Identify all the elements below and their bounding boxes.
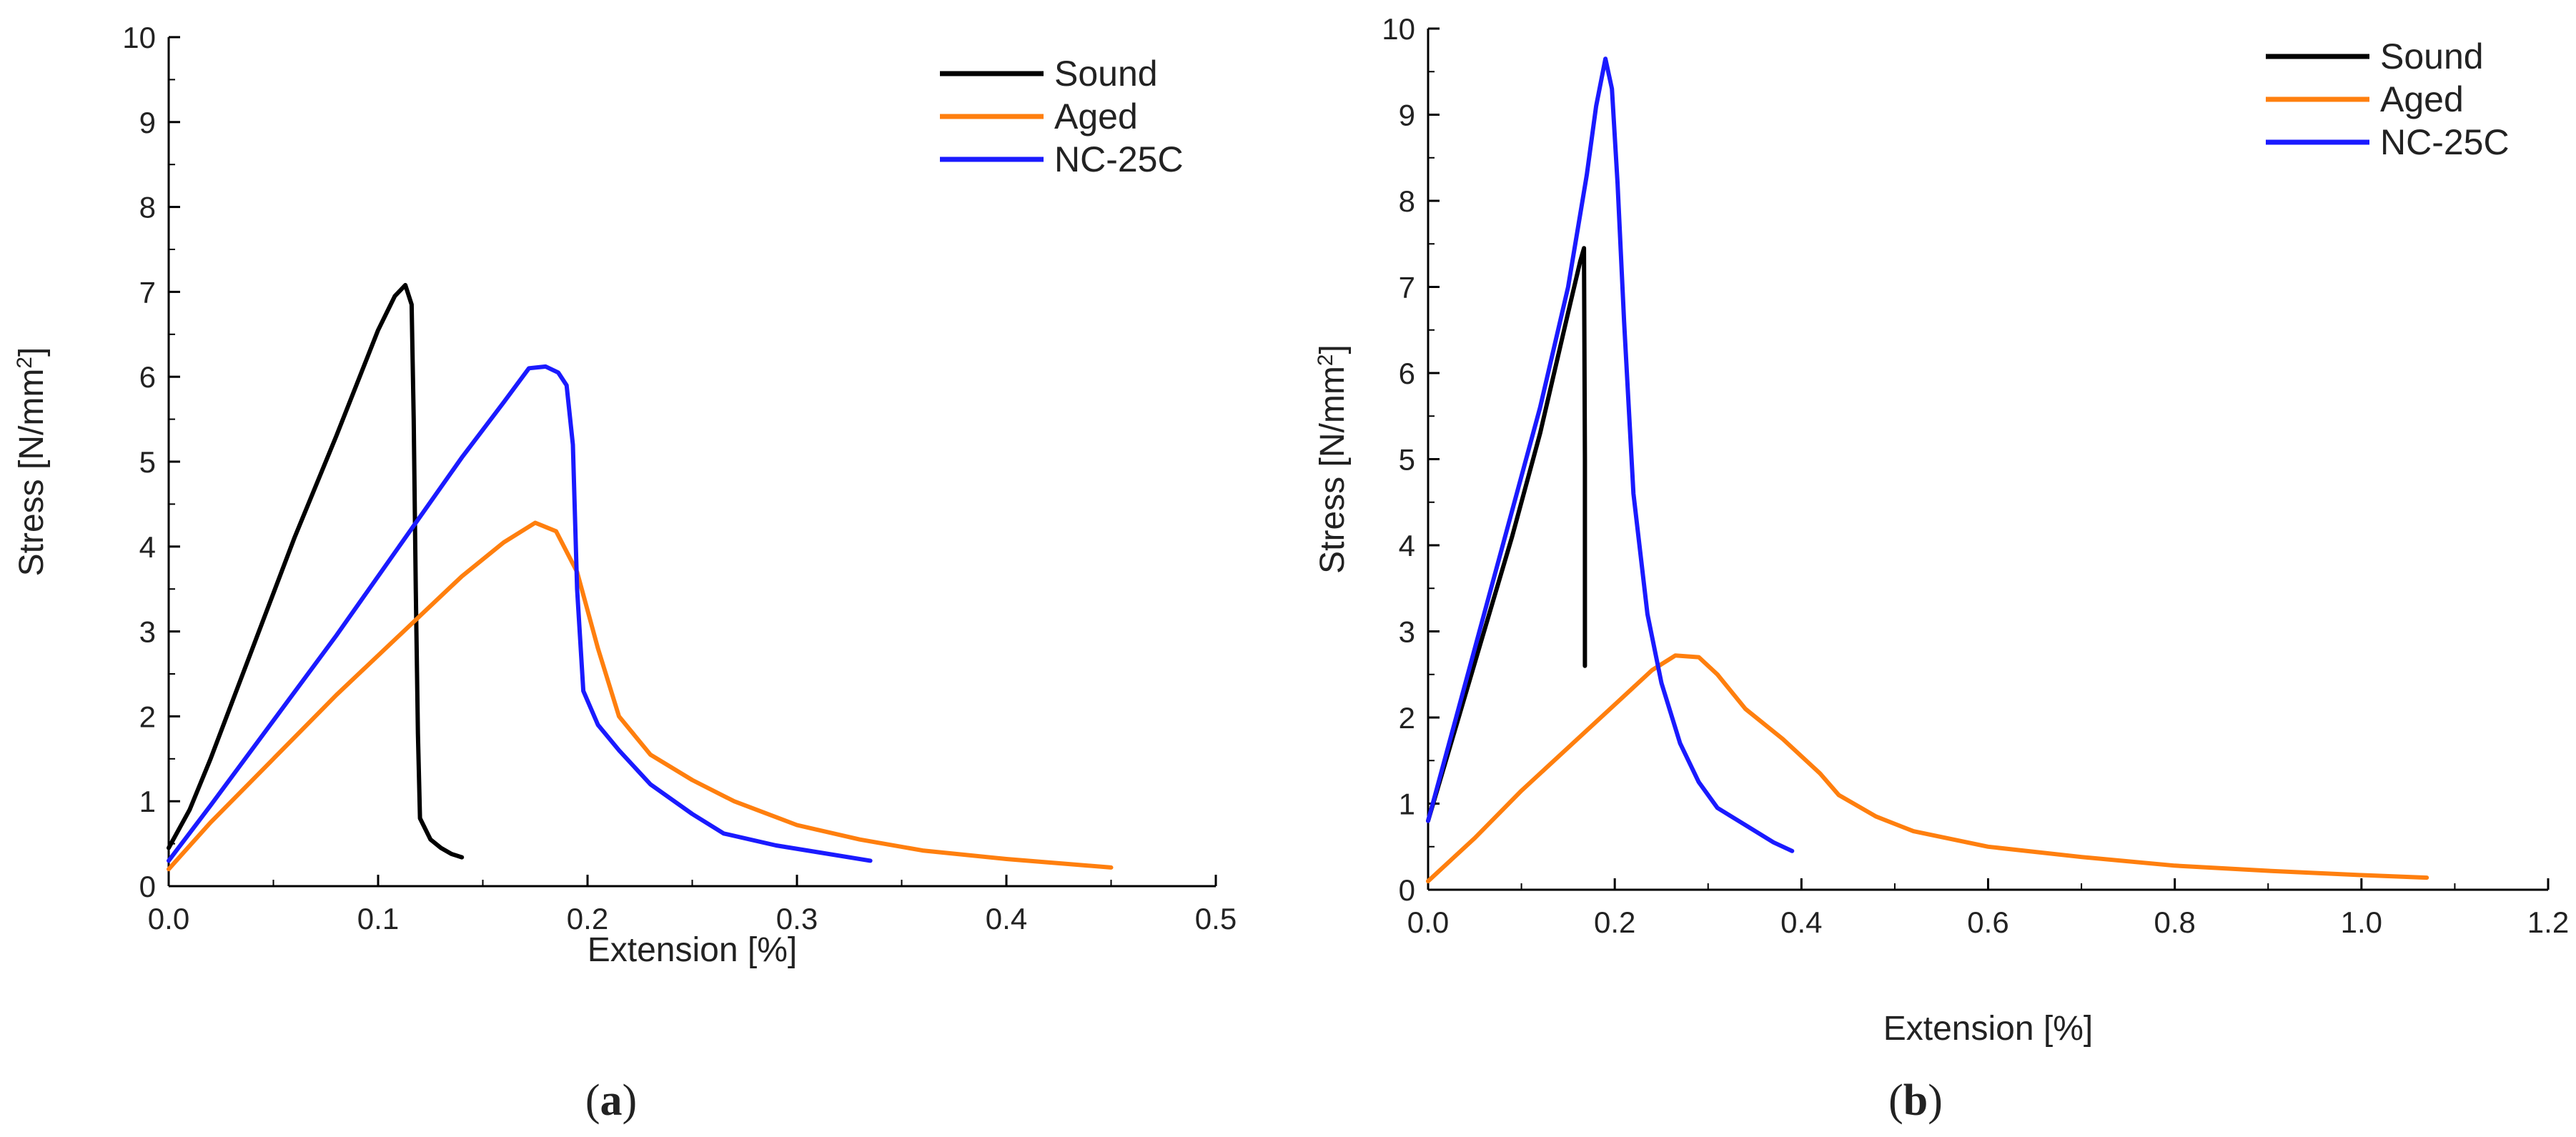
x-tick-label: 1.2 [2527,905,2569,939]
x-tick-label: 0.4 [986,902,1027,935]
panel-caption: (a) [585,1076,637,1125]
y-axis-label-close: ] [13,347,51,357]
x-tick-label: 0.8 [2154,905,2195,939]
chart-panel-b: 0 1 2 3 4 5 6 7 8 9 10 0.0 0.2 0.4 0.6 0.8 1.0 1.2 Extensi… [1314,12,2570,1125]
legend-label: NC-25C [1054,139,1184,179]
series-line-sound [167,282,465,860]
chart-panel-a: 0 1 2 3 4 5 6 7 8 9 10 0.0 0.1 0.2 0.3 0.4 0.5 Extension … [13,21,1237,1125]
legend-label: Aged [1054,96,1138,136]
y-tick-label: 2 [1399,701,1415,735]
x-tick-label: 0.1 [357,902,399,935]
x-axis-label: Extension [%] [588,931,797,969]
y-tick-label: 8 [139,191,156,224]
y-tick-label: 7 [139,275,156,309]
x-tick-label: 0.0 [1407,905,1449,939]
panel-caption-close: ) [623,1076,638,1125]
y-tick-label: 0 [1399,873,1415,907]
series-line-aged [167,520,1114,872]
y-axis-label: Stress [N/mm2] [1314,344,1352,574]
panel-caption-open: ( [585,1076,600,1125]
x-tick-label: 0.0 [148,902,189,935]
y-axis-label: Stress [N/mm2] [13,347,51,577]
y-tick-label: 5 [1399,443,1415,477]
legend-label: Sound [2380,36,2484,76]
x-tick-label: 0.2 [567,902,608,935]
x-tick-label: 0.3 [776,902,818,935]
y-tick-label: 2 [139,700,156,733]
y-tick-label: 3 [1399,615,1415,649]
y-tick-label: 7 [1399,271,1415,304]
x-tick-label: 0.6 [1967,905,2008,939]
panel-caption-close: ) [1928,1076,1943,1125]
y-axis-label-main: Stress [N/mm [13,369,51,577]
x-tick-label: 0.5 [1195,902,1237,935]
panel-caption-letter: a [600,1076,623,1125]
legend-label: Aged [2380,79,2464,119]
series-line-aged [1426,653,2429,883]
y-tick-label: 10 [122,21,156,54]
y-tick-label: 4 [139,530,156,564]
panel-caption: (b) [1888,1076,1943,1125]
panel-caption-letter: b [1903,1076,1928,1125]
legend-label: NC-25C [2380,122,2510,162]
legend-label: Sound [1054,54,1158,94]
x-axis-label: Extension [%] [1883,1010,2093,1048]
y-axis-label-close: ] [1314,344,1352,354]
y-tick-label: 6 [139,360,156,394]
y-axis-label-superscript: 2 [13,357,36,369]
y-tick-label: 5 [139,445,156,479]
x-tick-label: 0.4 [1780,905,1822,939]
y-tick-label: 0 [139,870,156,903]
x-tick-label: 1.0 [2341,905,2382,939]
series-line-nc-25c [1426,56,1795,853]
panel-caption-open: ( [1888,1076,1903,1125]
y-tick-label: 8 [1399,184,1415,218]
series-line-sound [1426,246,1587,823]
y-tick-label: 9 [1399,99,1415,132]
y-tick-label: 6 [1399,357,1415,390]
y-axis-label-main: Stress [N/mm [1314,366,1352,574]
x-tick-label: 0.2 [1594,905,1635,939]
y-tick-label: 1 [139,785,156,818]
y-tick-label: 1 [1399,788,1415,821]
y-tick-label: 9 [139,106,156,139]
y-tick-label: 4 [1399,529,1415,562]
y-tick-label: 10 [1382,12,1415,46]
series-line-nc-25c [167,364,873,863]
y-tick-label: 3 [139,615,156,649]
y-axis-label-superscript: 2 [1314,354,1337,366]
